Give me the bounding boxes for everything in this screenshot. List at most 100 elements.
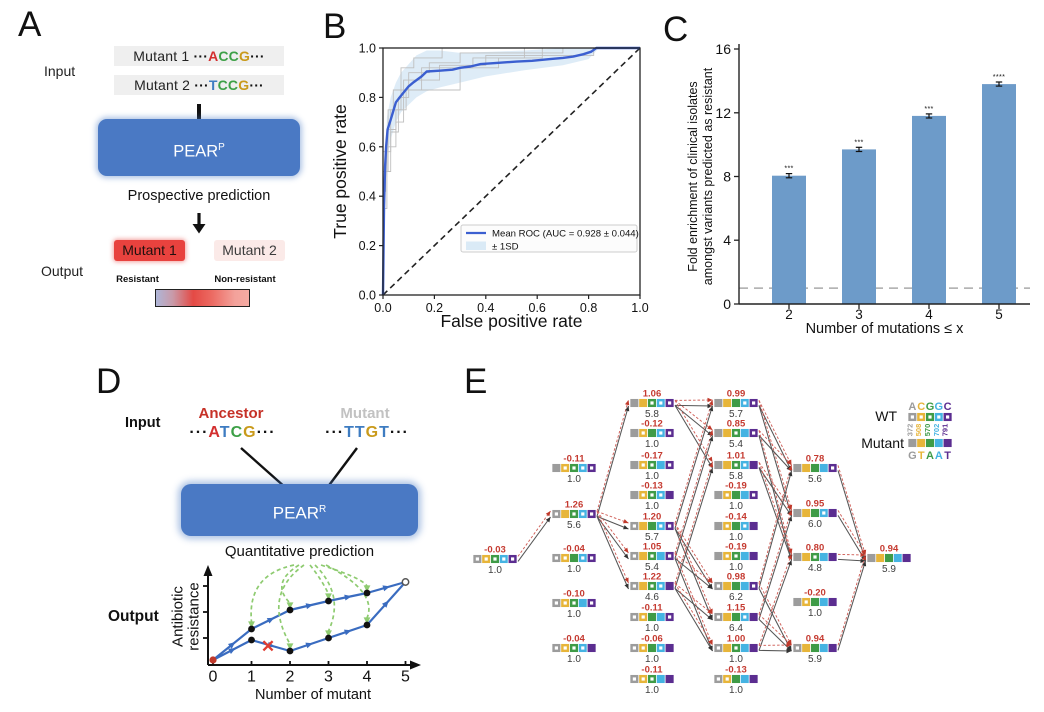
svg-text:3: 3 bbox=[855, 307, 863, 322]
svg-text:***: *** bbox=[784, 164, 793, 173]
svg-text:amongst variants predicted as: amongst variants predicted as resistant bbox=[701, 67, 715, 285]
svg-text:0.4: 0.4 bbox=[359, 190, 376, 204]
svg-text:± 1SD: ± 1SD bbox=[492, 242, 519, 253]
svg-text:5.8: 5.8 bbox=[729, 471, 743, 482]
svg-text:0.99: 0.99 bbox=[727, 389, 746, 400]
svg-text:Fold enrichment of clinical is: Fold enrichment of clinical isolates bbox=[686, 81, 700, 271]
svg-text:0.0: 0.0 bbox=[374, 301, 391, 315]
svg-text:0.8: 0.8 bbox=[580, 301, 597, 315]
svg-text:702: 702 bbox=[932, 424, 941, 437]
svg-text:1.05: 1.05 bbox=[643, 542, 662, 553]
svg-text:1.0: 1.0 bbox=[631, 301, 648, 315]
svg-text:1.0: 1.0 bbox=[808, 608, 822, 619]
svg-text:1.0: 1.0 bbox=[645, 471, 659, 482]
svg-text:G: G bbox=[926, 401, 935, 413]
svg-text:-0.17: -0.17 bbox=[641, 451, 663, 462]
svg-text:0.2: 0.2 bbox=[426, 301, 443, 315]
svg-text:1.0: 1.0 bbox=[567, 609, 581, 620]
svg-text:-0.19: -0.19 bbox=[725, 542, 747, 553]
svg-text:1.01: 1.01 bbox=[727, 451, 746, 462]
svg-text:6.2: 6.2 bbox=[729, 592, 743, 603]
svg-text:5.9: 5.9 bbox=[882, 564, 896, 575]
svg-text:1.26: 1.26 bbox=[565, 500, 584, 511]
svg-text:5.8: 5.8 bbox=[645, 409, 659, 420]
svg-text:C: C bbox=[663, 10, 688, 49]
svg-text:0.94: 0.94 bbox=[806, 634, 825, 645]
svg-text:1.06: 1.06 bbox=[643, 389, 662, 400]
svg-text:-0.10: -0.10 bbox=[563, 589, 585, 600]
svg-text:A: A bbox=[935, 450, 943, 462]
svg-text:0: 0 bbox=[209, 669, 218, 686]
svg-text:1: 1 bbox=[247, 669, 256, 686]
svg-text:***: *** bbox=[854, 137, 863, 146]
svg-text:-0.11: -0.11 bbox=[641, 665, 663, 676]
svg-text:1.0: 1.0 bbox=[567, 654, 581, 665]
svg-text:4.6: 4.6 bbox=[645, 592, 659, 603]
svg-text:5.7: 5.7 bbox=[729, 409, 743, 420]
svg-text:-0.04: -0.04 bbox=[563, 544, 585, 555]
svg-text:1.0: 1.0 bbox=[567, 564, 581, 575]
svg-text:4: 4 bbox=[363, 669, 372, 686]
svg-text:4: 4 bbox=[723, 232, 731, 248]
svg-text:5: 5 bbox=[401, 669, 410, 686]
svg-text:1.0: 1.0 bbox=[645, 623, 659, 634]
svg-text:Number of mutations ≤ x: Number of mutations ≤ x bbox=[806, 321, 965, 337]
svg-text:791: 791 bbox=[941, 424, 950, 437]
svg-text:1.0: 1.0 bbox=[645, 654, 659, 665]
svg-text:1.0: 1.0 bbox=[729, 562, 743, 573]
svg-text:0.8: 0.8 bbox=[359, 91, 376, 105]
svg-text:1.00: 1.00 bbox=[727, 634, 746, 645]
svg-text:5.6: 5.6 bbox=[567, 520, 581, 531]
svg-text:-0.20: -0.20 bbox=[804, 588, 826, 599]
svg-text:8: 8 bbox=[723, 169, 731, 185]
svg-text:5.4: 5.4 bbox=[729, 439, 743, 450]
svg-text:0.78: 0.78 bbox=[806, 454, 825, 465]
svg-text:0.4: 0.4 bbox=[477, 301, 494, 315]
svg-text:-0.14: -0.14 bbox=[725, 512, 747, 523]
svg-text:5.4: 5.4 bbox=[645, 562, 659, 573]
svg-text:0.94: 0.94 bbox=[880, 544, 899, 555]
svg-text:6.4: 6.4 bbox=[729, 623, 743, 634]
svg-text:T: T bbox=[918, 450, 925, 462]
svg-text:0.98: 0.98 bbox=[727, 572, 746, 583]
svg-text:Number of mutant: Number of mutant bbox=[255, 687, 371, 703]
svg-text:Mean ROC (AUC = 0.928 ± 0.044): Mean ROC (AUC = 0.928 ± 0.044) bbox=[492, 229, 639, 240]
svg-text:0.6: 0.6 bbox=[359, 140, 376, 154]
svg-text:-0.13: -0.13 bbox=[725, 665, 747, 676]
svg-text:1.20: 1.20 bbox=[643, 512, 662, 523]
svg-text:1.0: 1.0 bbox=[645, 501, 659, 512]
svg-text:E: E bbox=[464, 362, 487, 401]
svg-text:-0.11: -0.11 bbox=[563, 454, 585, 465]
svg-text:C: C bbox=[944, 401, 952, 413]
svg-text:WT: WT bbox=[875, 408, 897, 424]
svg-text:4: 4 bbox=[925, 307, 933, 322]
svg-text:0.2: 0.2 bbox=[359, 239, 376, 253]
svg-text:True positive rate: True positive rate bbox=[330, 104, 350, 239]
svg-text:1.15: 1.15 bbox=[727, 603, 746, 614]
svg-text:1.0: 1.0 bbox=[567, 474, 581, 485]
svg-text:570: 570 bbox=[923, 424, 932, 437]
svg-text:-0.06: -0.06 bbox=[641, 634, 663, 645]
svg-text:4.8: 4.8 bbox=[808, 563, 822, 574]
svg-text:G: G bbox=[935, 401, 944, 413]
svg-text:16: 16 bbox=[715, 41, 731, 57]
svg-text:-0.11: -0.11 bbox=[641, 603, 663, 614]
svg-text:5.6: 5.6 bbox=[808, 474, 822, 485]
svg-text:6.0: 6.0 bbox=[808, 519, 822, 530]
svg-text:0: 0 bbox=[723, 296, 731, 312]
svg-text:2: 2 bbox=[785, 307, 793, 322]
svg-text:1.22: 1.22 bbox=[643, 572, 662, 583]
svg-text:G: G bbox=[908, 450, 917, 462]
svg-text:Mutant: Mutant bbox=[861, 435, 904, 451]
svg-text:0.85: 0.85 bbox=[727, 419, 746, 430]
svg-text:0.95: 0.95 bbox=[806, 499, 825, 510]
svg-text:-0.12: -0.12 bbox=[641, 419, 663, 430]
svg-text:B: B bbox=[323, 7, 346, 46]
svg-text:-0.13: -0.13 bbox=[641, 481, 663, 492]
svg-text:1.0: 1.0 bbox=[359, 42, 376, 56]
svg-text:5.7: 5.7 bbox=[645, 532, 659, 543]
svg-text:***: *** bbox=[924, 104, 933, 113]
svg-text:12: 12 bbox=[715, 105, 731, 121]
svg-text:1.0: 1.0 bbox=[729, 532, 743, 543]
svg-text:A: A bbox=[908, 401, 916, 413]
